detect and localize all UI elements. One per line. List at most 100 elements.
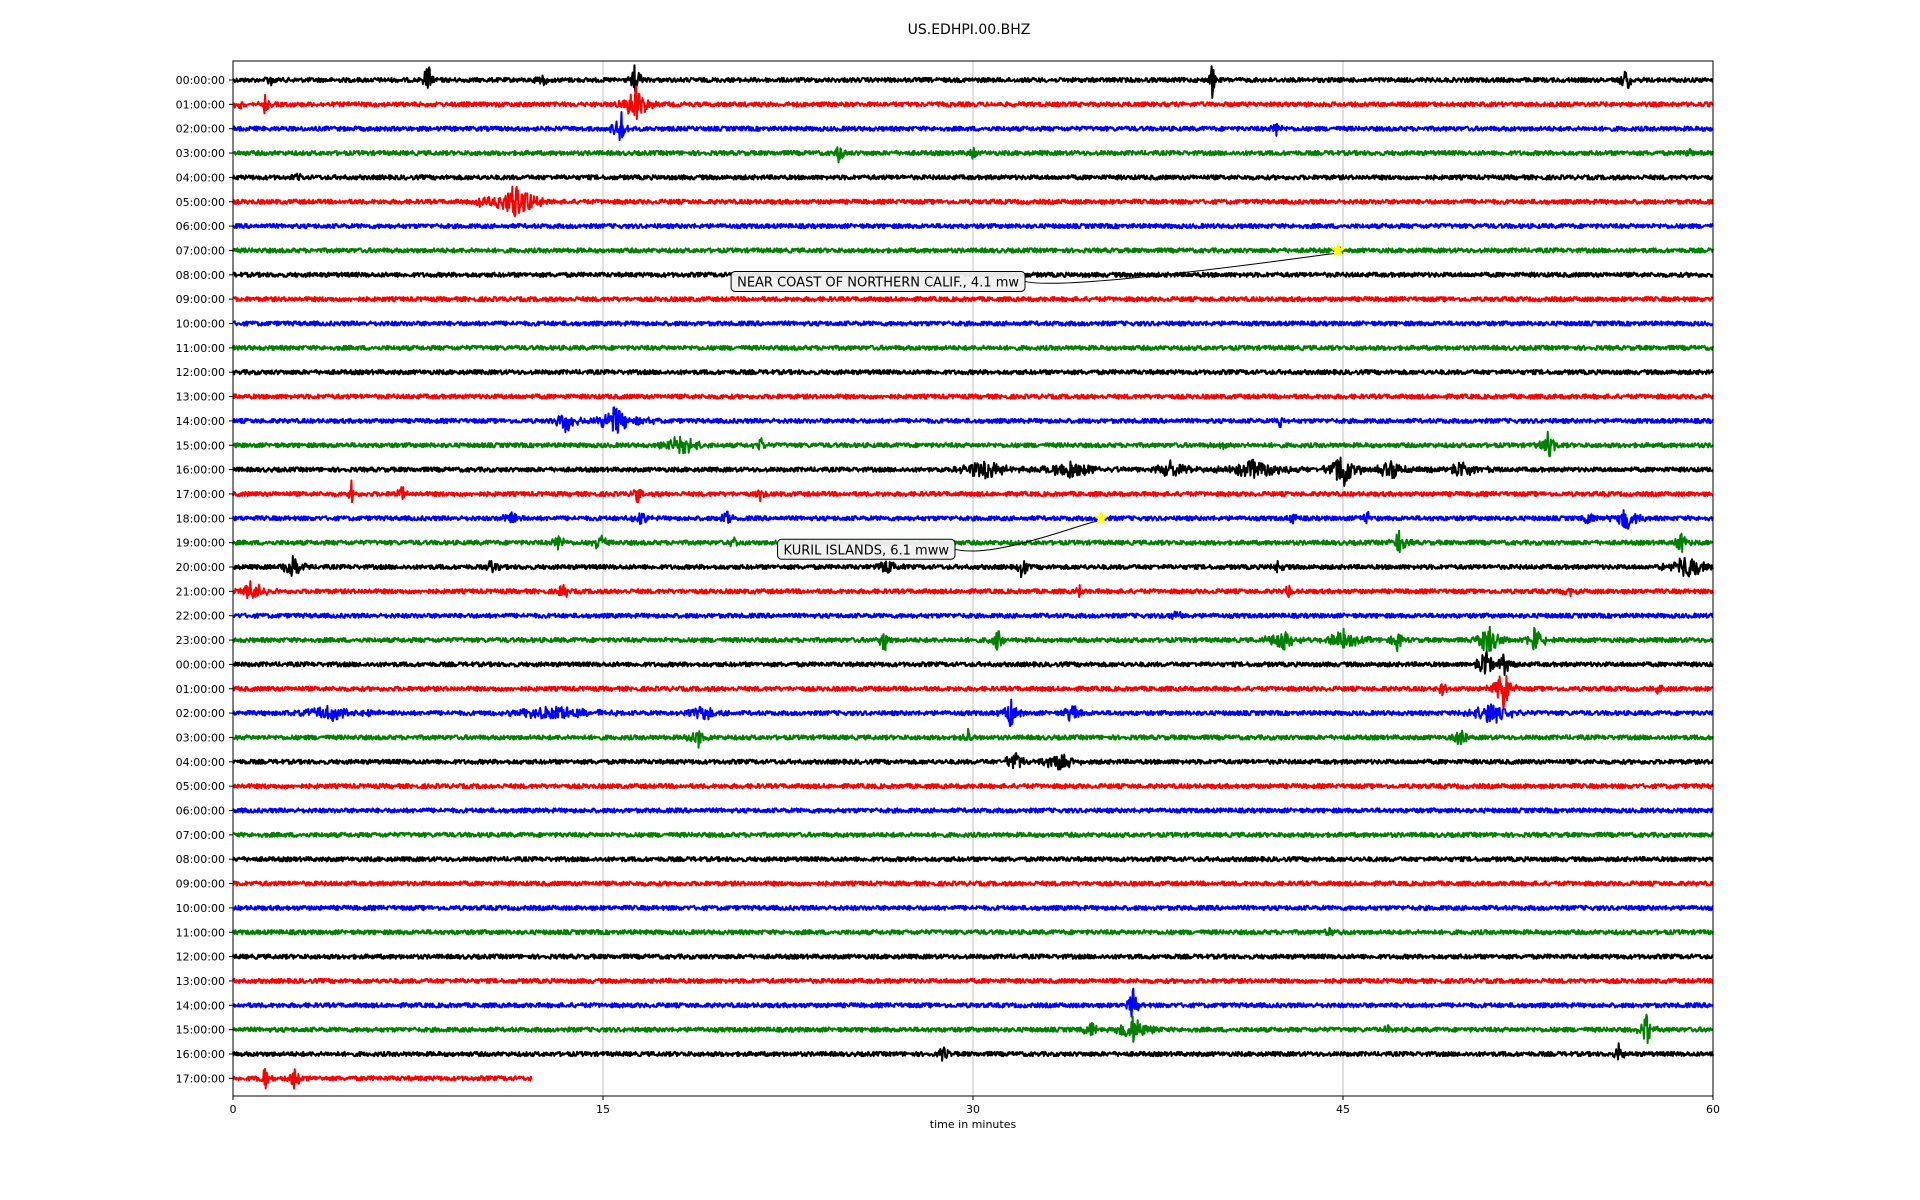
row-label: 10:00:00 xyxy=(176,318,225,331)
trace-row xyxy=(232,554,1714,579)
row-label: 02:00:00 xyxy=(176,123,225,136)
row-label: 01:00:00 xyxy=(176,683,225,696)
trace-row xyxy=(232,344,1714,352)
trace-row xyxy=(232,953,1714,960)
trace-row xyxy=(232,625,1714,653)
trace-row xyxy=(232,675,1714,711)
trace-row xyxy=(232,456,1714,487)
trace-row xyxy=(232,880,1714,887)
trace-row xyxy=(232,369,1714,376)
row-label: 20:00:00 xyxy=(176,561,225,574)
row-label: 04:00:00 xyxy=(176,756,225,769)
row-label: 09:00:00 xyxy=(176,293,225,306)
trace-row xyxy=(232,698,1714,728)
trace-row xyxy=(232,146,1714,164)
trace-row xyxy=(232,509,1714,530)
event-annotation: NEAR COAST OF NORTHERN CALIF., 4.1 mw xyxy=(730,242,1346,292)
row-label: 13:00:00 xyxy=(176,391,225,404)
event-star-marker xyxy=(1330,242,1346,257)
row-label: 00:00:00 xyxy=(176,658,225,671)
row-label: 06:00:00 xyxy=(176,805,225,818)
x-tick-label: 0 xyxy=(230,1103,237,1116)
trace-row xyxy=(232,529,1714,554)
row-label: 17:00:00 xyxy=(176,488,225,501)
row-label: 18:00:00 xyxy=(176,512,225,525)
x-tick-label: 15 xyxy=(596,1103,610,1116)
row-label: 08:00:00 xyxy=(176,269,225,282)
trace-row xyxy=(232,172,1714,181)
row-label: 16:00:00 xyxy=(176,1048,225,1061)
trace-row xyxy=(232,831,1714,839)
row-label: 12:00:00 xyxy=(176,951,225,964)
event-connector xyxy=(954,520,1098,552)
event-connector xyxy=(1024,252,1335,284)
row-label: 03:00:00 xyxy=(176,147,225,160)
row-label: 14:00:00 xyxy=(176,999,225,1012)
row-label: 16:00:00 xyxy=(176,464,225,477)
trace-row xyxy=(232,580,1714,600)
row-label: 13:00:00 xyxy=(176,975,225,988)
trace-row xyxy=(232,610,1714,621)
row-label: 09:00:00 xyxy=(176,878,225,891)
x-tick-label: 30 xyxy=(966,1103,980,1116)
trace-row xyxy=(232,904,1714,912)
trace-row xyxy=(232,222,1714,230)
trace-row xyxy=(232,782,1714,790)
trace-row xyxy=(232,727,1714,749)
row-labels-layer: 00:00:00 01:00:00 02:00:00 03:00:00 04:00:00… xyxy=(176,74,233,1085)
x-axis-title: time in minutes xyxy=(930,1118,1017,1131)
trace-row xyxy=(232,977,1714,985)
x-ticks-layer: 0 15 30 45 60 xyxy=(230,1096,1720,1116)
row-label: 05:00:00 xyxy=(176,196,225,209)
row-label: 22:00:00 xyxy=(176,610,225,623)
row-label: 10:00:00 xyxy=(176,902,225,915)
event-star-marker xyxy=(1093,510,1109,525)
trace-row xyxy=(232,64,1714,99)
row-label: 15:00:00 xyxy=(176,1024,225,1037)
row-label: 08:00:00 xyxy=(176,853,225,866)
x-tick-label: 45 xyxy=(1336,1103,1350,1116)
row-label: 17:00:00 xyxy=(176,1072,225,1085)
trace-row xyxy=(232,320,1714,327)
row-label: 01:00:00 xyxy=(176,98,225,111)
row-label: 07:00:00 xyxy=(176,829,225,842)
trace-row xyxy=(232,1067,533,1090)
row-label: 14:00:00 xyxy=(176,415,225,428)
row-label: 04:00:00 xyxy=(176,171,225,184)
trace-row xyxy=(232,856,1714,863)
row-label: 03:00:00 xyxy=(176,731,225,744)
row-label: 12:00:00 xyxy=(176,366,225,379)
row-label: 11:00:00 xyxy=(176,926,225,939)
plot-frame xyxy=(232,60,1714,1097)
trace-row xyxy=(232,479,1714,504)
traces-layer xyxy=(232,64,1714,1090)
row-label: 23:00:00 xyxy=(176,634,225,647)
trace-row xyxy=(232,430,1714,458)
row-label: 06:00:00 xyxy=(176,220,225,233)
row-label: 21:00:00 xyxy=(176,585,225,598)
trace-row xyxy=(232,295,1714,303)
row-label: 05:00:00 xyxy=(176,780,225,793)
trace-row xyxy=(232,393,1714,400)
row-label: 15:00:00 xyxy=(176,439,225,452)
event-label: KURIL ISLANDS, 6.1 mww xyxy=(784,543,950,558)
trace-row xyxy=(232,246,1714,255)
row-label: 19:00:00 xyxy=(176,537,225,550)
trace-row xyxy=(232,1042,1714,1062)
trace-row xyxy=(232,110,1714,142)
plot-title: US.EDHPI.00.BHZ xyxy=(908,22,1031,38)
trace-row xyxy=(232,406,1714,434)
event-annotation: KURIL ISLANDS, 6.1 mww xyxy=(777,510,1109,560)
row-label: 07:00:00 xyxy=(176,244,225,257)
trace-row xyxy=(232,987,1714,1018)
trace-row xyxy=(232,807,1714,814)
trace-row xyxy=(232,926,1714,937)
grid-layer xyxy=(602,61,1344,1096)
row-label: 02:00:00 xyxy=(176,707,225,720)
trace-row xyxy=(232,84,1714,121)
trace-row xyxy=(232,650,1714,676)
trace-row xyxy=(232,752,1714,771)
row-label: 11:00:00 xyxy=(176,342,225,355)
x-tick-label: 60 xyxy=(1706,1103,1720,1116)
